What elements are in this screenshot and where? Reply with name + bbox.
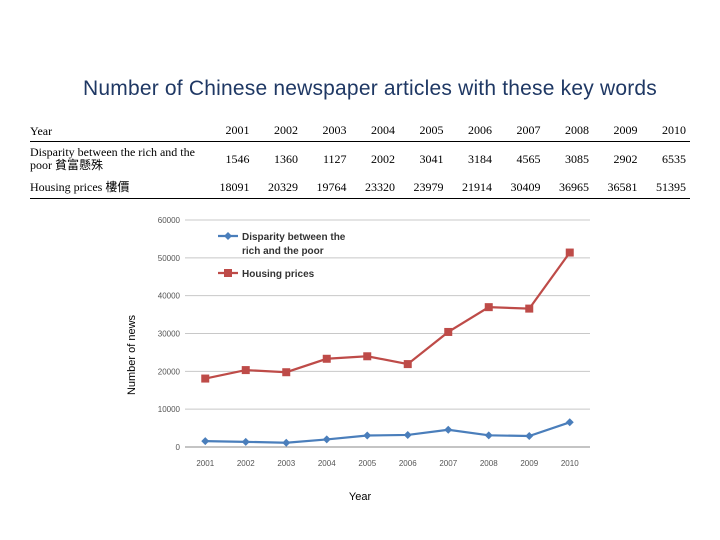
- disparity-point: [201, 437, 210, 446]
- year-cell: 2001: [225, 123, 250, 137]
- value-cell: 36965: [559, 179, 589, 194]
- line-chart: 0 10000 20000 30000 40000 50000 60000 2001 2002…: [126, 216, 590, 503]
- value-cell: 1360: [274, 151, 298, 166]
- year-cell: 2008: [565, 123, 589, 137]
- x-tick-label: 2009: [520, 459, 538, 468]
- legend-marker: [224, 232, 232, 240]
- x-tick-label: 2004: [318, 459, 336, 468]
- disparity-point: [484, 431, 493, 440]
- x-tick-label: 2003: [277, 459, 295, 468]
- value-cell: 2002: [371, 151, 395, 166]
- value-cell: 4565: [516, 151, 541, 166]
- disparity-point: [241, 437, 250, 446]
- legend-label-line: Housing prices: [242, 269, 315, 280]
- series-line: [205, 251, 571, 380]
- value-cell: 3041: [419, 151, 444, 166]
- year-cell: 2007: [516, 123, 541, 137]
- housing-point: [444, 327, 453, 336]
- housing-point: [363, 352, 372, 361]
- x-tick-labels: 2001 2002 2003 2004 2005 2006 2007 2008 2009 2010: [196, 459, 579, 468]
- data-table: Year 2001 2002 2003 2004 2005 2006 2007 …: [30, 112, 690, 199]
- table-header-row: Year 2001 2002 2003 2004 2005 2006 2007 …: [30, 112, 690, 142]
- y-tick-labels: 0 10000 20000 30000 40000 50000 60000: [158, 216, 181, 452]
- value-cell: 21914: [462, 179, 492, 194]
- y-tick-label: 30000: [158, 330, 181, 339]
- x-tick-label: 2001: [196, 459, 214, 468]
- y-tick-label: 40000: [158, 292, 181, 301]
- legend-label-line: rich and the poor: [242, 246, 324, 257]
- value-cell: 20329: [268, 179, 298, 194]
- y-tick-label: 0: [176, 443, 181, 452]
- value-cell: 19764: [316, 179, 347, 194]
- x-tick-label: 2002: [237, 459, 255, 468]
- legend-label-line: Disparity between the: [242, 232, 346, 243]
- y-tick-label: 10000: [158, 405, 181, 414]
- y-tick-label: 60000: [158, 216, 181, 225]
- value-cell: 1127: [322, 151, 347, 166]
- value-cell: 6535: [662, 151, 686, 166]
- disparity-point: [565, 418, 574, 427]
- value-cell: 23320: [365, 179, 395, 194]
- housing-point: [241, 366, 250, 375]
- y-tick-label: 20000: [158, 367, 181, 376]
- y-axis-label: Number of news: [126, 314, 138, 395]
- row-label: Housing prices 樓價: [30, 176, 205, 199]
- housing-point: [322, 354, 331, 363]
- value-cell: 36581: [607, 179, 638, 194]
- year-cell: 2004: [371, 123, 395, 137]
- x-tick-label: 2005: [358, 459, 376, 468]
- year-cell: 2003: [322, 123, 347, 137]
- legend-label: Disparity between the rich and the poor: [242, 232, 346, 257]
- x-tick-label: 2006: [399, 459, 417, 468]
- x-axis-label: Year: [349, 491, 372, 503]
- table-row-disparity: Disparity between the rich and the poor …: [30, 142, 690, 177]
- x-tick-label: 2007: [439, 459, 457, 468]
- disparity-point: [403, 430, 412, 439]
- table-header-label: Year: [30, 124, 53, 138]
- value-cell: 30409: [510, 179, 541, 194]
- housing-point: [403, 360, 412, 369]
- value-cell: 51395: [656, 179, 686, 194]
- disparity-point: [525, 432, 534, 441]
- year-cell: 2009: [613, 123, 638, 137]
- year-cell: 2005: [419, 123, 444, 137]
- year-cell: 2010: [662, 123, 686, 137]
- value-cell: 23979: [413, 179, 444, 194]
- housing-point: [484, 303, 493, 312]
- x-tick-label: 2010: [561, 459, 579, 468]
- x-tick-label: 2008: [480, 459, 498, 468]
- legend-marker: [224, 269, 232, 277]
- value-cell: 3085: [565, 151, 589, 166]
- disparity-point: [282, 438, 291, 447]
- row-label: Disparity between the rich and the poor …: [30, 145, 195, 172]
- slide-title: Number of Chinese newspaper articles wit…: [83, 77, 657, 100]
- year-cell: 2002: [274, 123, 298, 137]
- value-cell: 2902: [613, 151, 638, 166]
- housing-point: [565, 248, 574, 257]
- value-cell: 18091: [219, 179, 250, 194]
- series-line: [205, 421, 571, 444]
- legend-label: Housing prices: [242, 269, 315, 280]
- disparity-point: [444, 425, 453, 434]
- disparity-point: [322, 435, 331, 444]
- y-tick-label: 50000: [158, 254, 181, 263]
- value-cell: 3184: [468, 151, 492, 166]
- chart-legend: Disparity between the rich and the poor Ho…: [218, 232, 346, 280]
- chart-series: [201, 248, 574, 447]
- value-cell: 1546: [225, 151, 250, 166]
- housing-point: [525, 304, 534, 313]
- housing-point: [282, 368, 291, 377]
- disparity-point: [363, 431, 372, 440]
- table-row-housing: Housing prices 樓價 18091 20329 19764 2332…: [30, 176, 690, 199]
- year-cell: 2006: [468, 123, 492, 137]
- housing-point: [201, 374, 210, 383]
